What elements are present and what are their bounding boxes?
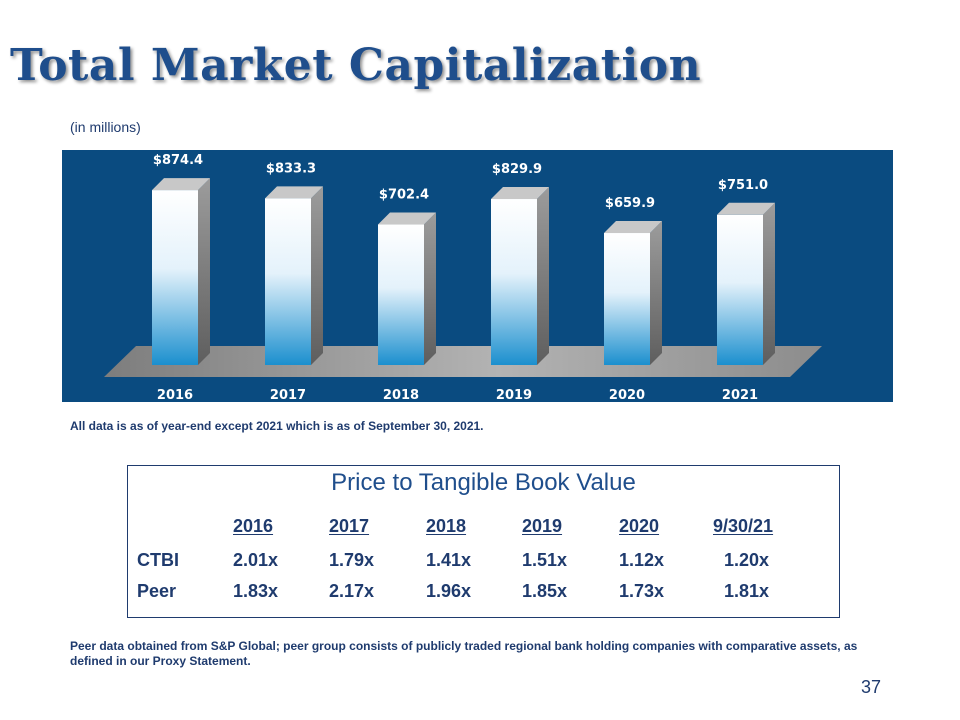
bar-front-2021 [717, 214, 763, 365]
data-label-2017: $833.3 [266, 161, 316, 176]
bar-top-2019 [491, 187, 549, 200]
bar-2017 [265, 186, 323, 365]
ptbv-peer-9-30-21: 1.81x [724, 581, 770, 601]
ptbv-ctbi-2018: 1.41x [426, 550, 472, 570]
tick-label-2021: 2021 [722, 388, 758, 402]
bar-front-2016 [152, 190, 198, 365]
chart-floor [104, 346, 822, 377]
bar-side-2020 [650, 221, 662, 365]
bar-2019 [491, 187, 549, 365]
bar-2016 [152, 178, 210, 365]
ptbv-table-box: Price to Tangible Book Value 2016 2017 2… [127, 465, 840, 618]
ptbv-peer-2020: 1.73x [619, 581, 665, 601]
bar-top-2017 [265, 186, 323, 199]
bar-2018 [378, 212, 436, 365]
ptbv-peer-2018: 1.96x [426, 581, 472, 601]
data-label-2021: $751.0 [718, 178, 768, 193]
ptbv-peer-2017: 2.17x [329, 581, 375, 601]
bar-top-2020 [604, 221, 662, 234]
ptbv-ctbi-2017: 1.79x [329, 550, 375, 570]
bar-front-2018 [378, 224, 424, 365]
ptbv-peer-2016: 1.83x [233, 581, 279, 601]
bar-front-2020 [604, 233, 650, 365]
ptbv-header-2018: 2018 [426, 516, 467, 536]
bar-2021 [717, 202, 775, 365]
market-cap-chart-svg: $874.4 $833.3 $702.4 $829.9 $659.9 $751.0 201… [104, 153, 822, 402]
tick-label-2016: 2016 [157, 388, 193, 402]
ptbv-header-2017: 2017 [329, 516, 370, 536]
bar-front-2019 [491, 199, 537, 365]
bar-side-2019 [537, 187, 549, 365]
ptbv-peer-2019: 1.85x [522, 581, 568, 601]
bar-top-2021 [717, 202, 775, 215]
data-label-2019: $829.9 [492, 162, 542, 177]
bar-top-2018 [378, 212, 436, 225]
ptbv-ctbi-9-30-21: 1.20x [724, 550, 770, 570]
bar-top-2016 [152, 178, 210, 191]
page-number: 37 [861, 677, 882, 697]
bar-side-2021 [763, 202, 775, 365]
data-label-2018: $702.4 [379, 188, 429, 203]
peer-source-footnote: Peer data obtained from S&P Global; peer… [70, 639, 858, 668]
ptbv-header-2019: 2019 [522, 516, 563, 536]
ptbv-title: Price to Tangible Book Value [331, 469, 636, 496]
ptbv-ctbi-2016: 2.01x [233, 550, 279, 570]
ptbv-row-label-peer: Peer [137, 581, 177, 601]
tick-label-2019: 2019 [496, 388, 532, 402]
ptbv-table: 2016 2017 2018 2019 2020 9/30/21 CTBI 2.… [128, 466, 839, 617]
ptbv-ctbi-2020: 1.12x [619, 550, 665, 570]
bar-side-2016 [198, 178, 210, 365]
bar-side-2018 [424, 212, 436, 365]
ptbv-ctbi-2019: 1.51x [522, 550, 568, 570]
ptbv-header-9-30-21: 9/30/21 [713, 516, 774, 536]
data-label-2020: $659.9 [605, 196, 655, 211]
bar-side-2017 [311, 186, 323, 365]
ptbv-row-label-ctbi: CTBI [137, 550, 179, 570]
tick-label-2020: 2020 [609, 388, 645, 402]
units-note: (in millions) [70, 119, 141, 135]
ptbv-header-2016: 2016 [233, 516, 274, 536]
bar-2020 [604, 221, 662, 365]
tick-label-2018: 2018 [383, 388, 419, 402]
data-date-footnote: All data is as of year-end except 2021 w… [70, 419, 484, 433]
bar-front-2017 [265, 198, 311, 365]
ptbv-header-2020: 2020 [619, 516, 660, 536]
slide-title: Total Market Capitalization [10, 40, 702, 91]
tick-label-2017: 2017 [270, 388, 306, 402]
data-label-2016: $874.4 [153, 153, 203, 168]
market-cap-chart: $874.4 $833.3 $702.4 $829.9 $659.9 $751.0 201… [62, 150, 893, 402]
